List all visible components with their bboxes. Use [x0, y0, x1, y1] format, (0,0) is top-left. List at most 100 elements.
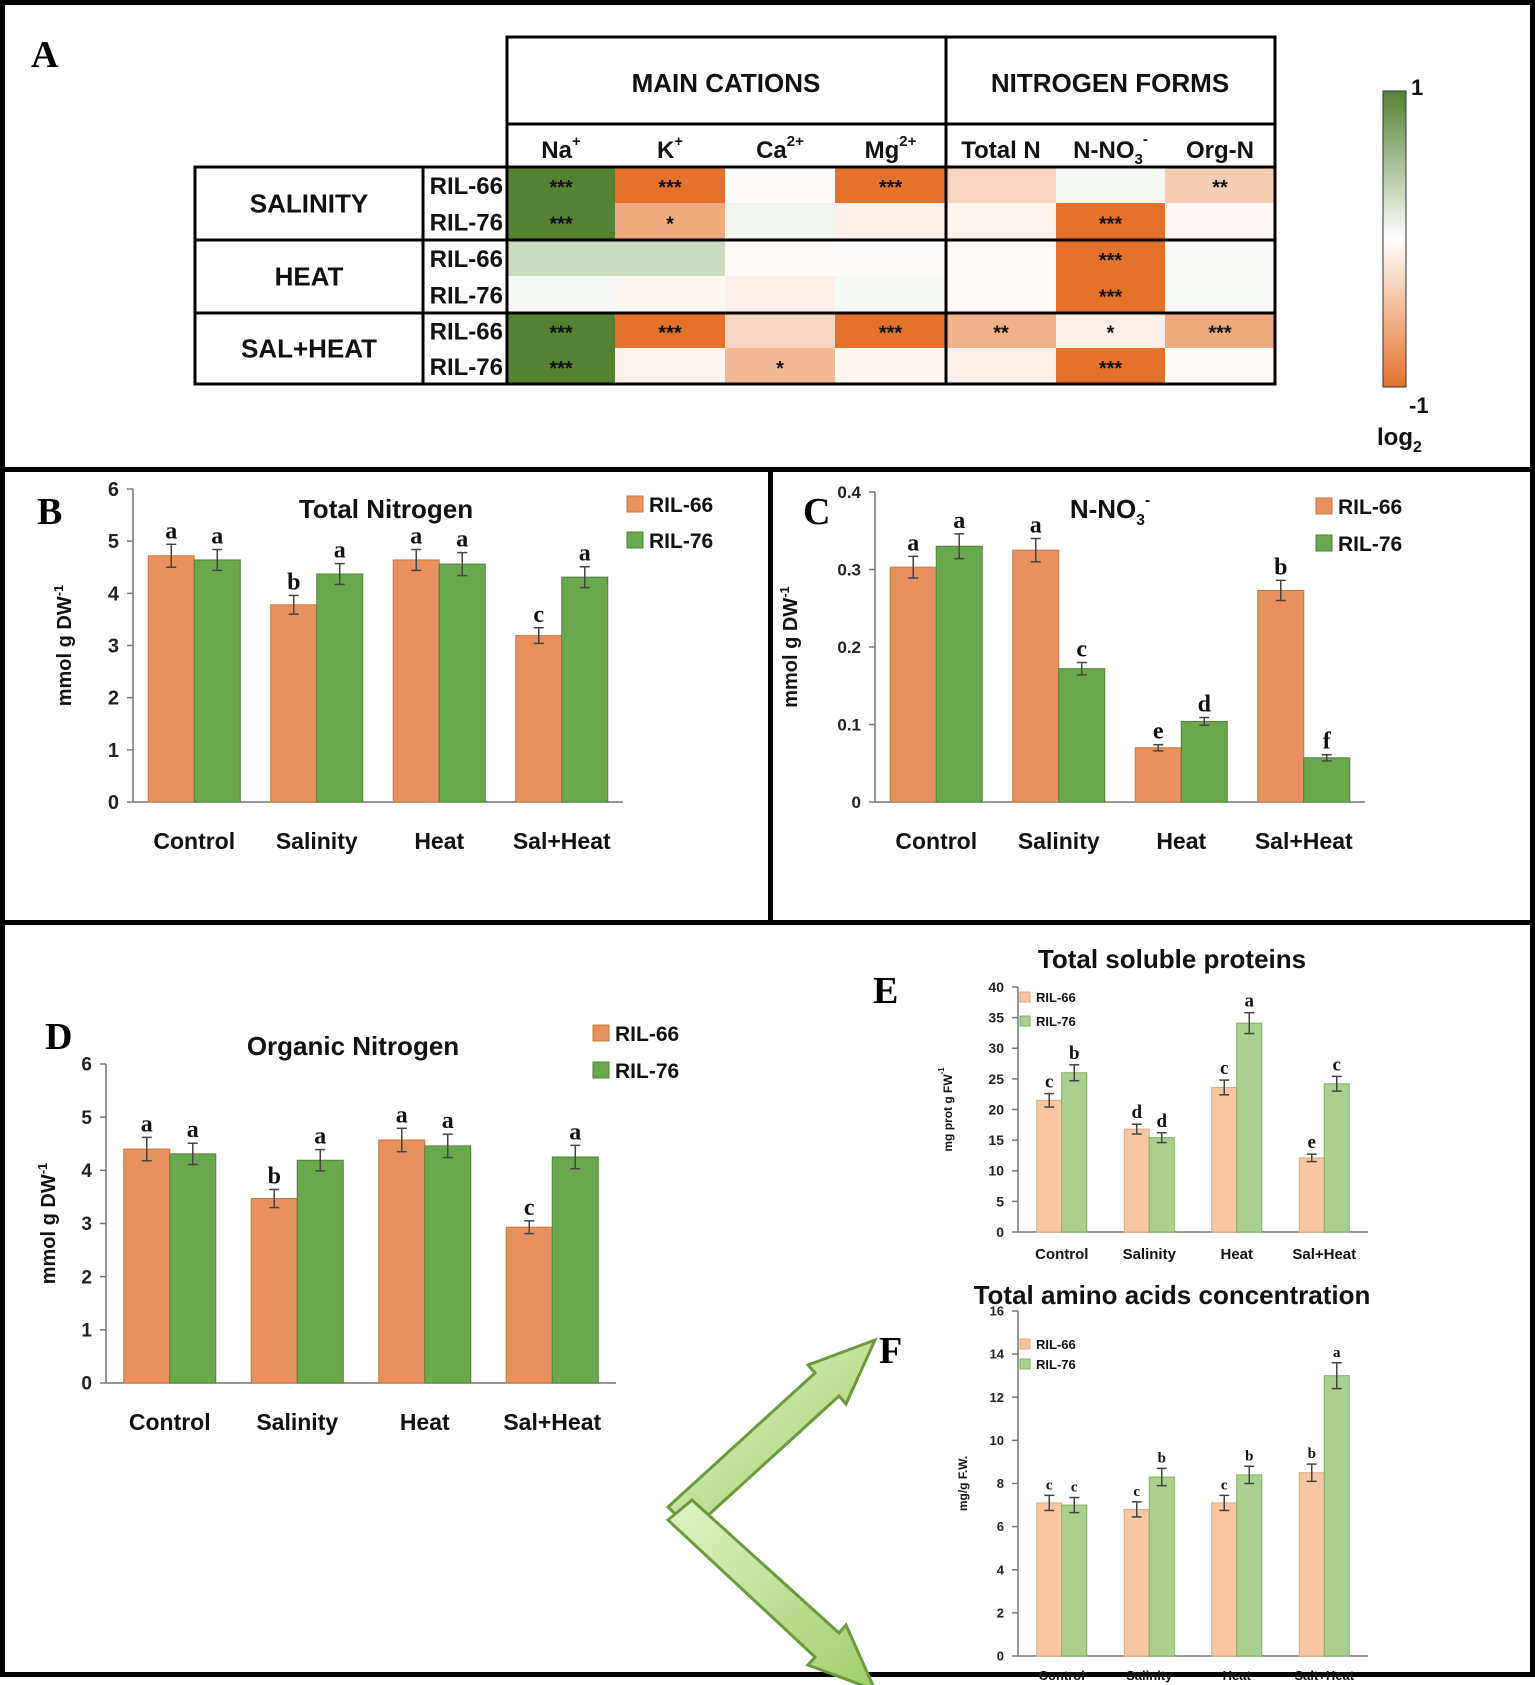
heatmap-cell: [725, 167, 835, 203]
chart-organic-nitrogen: Organic Nitrogen 0 1 2 3 4 5 6 mmol g DW-1 Contro…: [35, 1023, 679, 1435]
column-header: K+: [657, 133, 683, 164]
significance-letter: d: [1198, 692, 1212, 718]
bar-ril-76: [551, 1156, 599, 1384]
line-label: RIL-66: [430, 319, 503, 346]
scale-min: -1: [1409, 393, 1429, 418]
y-tick-label: 2: [997, 1605, 1004, 1620]
significance-stars: ***: [549, 323, 573, 345]
category-label: Salinity: [1018, 828, 1100, 854]
legend-label: RIL-76: [615, 1060, 679, 1083]
category-label: Sal+Heat: [1292, 1246, 1356, 1263]
heatmap-cell: [1165, 276, 1275, 313]
category-label: Sal+Heat: [1255, 828, 1353, 854]
y-tick-label: 14: [990, 1347, 1005, 1362]
bar-ril-66: [1123, 1128, 1150, 1233]
heatmap-cell: [946, 348, 1056, 384]
heatmap-cell: [507, 313, 615, 348]
heatmap-cell: [725, 313, 835, 348]
y-tick-label: 0.1: [837, 715, 861, 734]
y-tick-label: 0: [996, 1224, 1004, 1240]
chart-title: Total soluble proteins: [1038, 944, 1306, 974]
bar-ril-76: [1058, 668, 1106, 803]
significance-letter: a: [141, 1111, 153, 1137]
significance-letter: b: [1069, 1043, 1080, 1064]
significance-letter: b: [1245, 1448, 1253, 1464]
significance-stars: ***: [658, 323, 682, 345]
heatmap-cell: [946, 203, 1056, 240]
heatmap-border: [505, 165, 1277, 386]
y-axis-label: mmol g DW-1: [35, 1163, 60, 1285]
heatmap-cell: [507, 348, 615, 384]
column-header: N-NO3-: [1073, 131, 1148, 168]
bar-ril-66: [505, 1226, 553, 1384]
significance-letter: a: [1245, 991, 1255, 1012]
panel-label-e: E: [873, 970, 899, 1012]
line-label: RIL-76: [430, 210, 503, 237]
heatmap-cell: [725, 276, 835, 313]
heatmap-cell: [1165, 167, 1275, 203]
significance-letter: c: [1221, 1477, 1228, 1493]
bar-ril-66: [1123, 1508, 1150, 1657]
bar-ril-76: [935, 545, 983, 803]
y-tick-label: 12: [990, 1390, 1004, 1405]
panel-label-a: A: [31, 34, 59, 76]
heatmap: *** *** *** ***** * ************ *** *** ** * ****…: [193, 35, 1429, 456]
category-label: Salinity: [1126, 1668, 1173, 1683]
chart-soluble-proteins: Total soluble proteins 0 5 10 15 20 25 30 35 40 mg…: [937, 944, 1368, 1263]
heatmap-cell: [835, 203, 946, 240]
heatmap-cell: [507, 167, 615, 203]
significance-letter: e: [1308, 1132, 1316, 1153]
significance-letter: b: [1308, 1446, 1316, 1462]
y-tick-label: 1: [81, 1320, 92, 1341]
y-tick-label: 2: [108, 688, 119, 710]
bar-ril-76: [1180, 720, 1228, 803]
panel-label-f: F: [879, 1330, 903, 1372]
heatmap-cell: [1165, 313, 1275, 348]
heatmap-cell: [1165, 203, 1275, 240]
chart-title: N-NO3-: [1070, 492, 1150, 529]
category-label: Salinity: [276, 828, 358, 854]
y-tick-label: 6: [108, 479, 119, 501]
y-tick-label: 0: [997, 1649, 1004, 1664]
y-axis-label: mmol g DW-1: [51, 585, 76, 707]
heatmap-cell: [1056, 276, 1165, 313]
significance-stars: ***: [1099, 358, 1123, 380]
panel-c: C N-NO3- 0 0.1 0.2 0.3 0.4 mmol g DW-1 Control a…: [768, 467, 1535, 925]
y-tick-label: 0: [81, 1374, 92, 1395]
line-label: RIL-66: [430, 246, 503, 273]
panel-b: B Total Nitrogen 0 1 2 3 4 5 6 mmol g DW-1 Contro…: [0, 467, 773, 925]
bar-ril-66: [392, 559, 440, 803]
significance-stars: ***: [879, 323, 903, 345]
condition-label: SALINITY: [250, 189, 368, 219]
category-label: Salt+Heat: [1294, 1668, 1354, 1683]
bar-ril-66: [1012, 549, 1060, 803]
significance-stars: ***: [549, 358, 573, 380]
bar-ril-66: [1211, 1086, 1238, 1233]
category-label: Control: [1035, 1246, 1088, 1263]
legend-swatch: [1019, 1338, 1031, 1350]
significance-letter: c: [524, 1195, 535, 1221]
significance-letter: a: [579, 541, 591, 567]
heatmap-cell: [1165, 348, 1275, 384]
heatmap-cell: [725, 240, 835, 276]
panel-def: D E F Organic Nitrogen 0 1 2 3 4 5 6 mmol g DW-1…: [0, 920, 1535, 1685]
group-header-cations: MAIN CATIONS: [632, 68, 821, 98]
significance-letter: a: [953, 508, 965, 534]
panel-label-b: B: [37, 491, 63, 533]
category-label: Heat: [1156, 828, 1206, 854]
bar-ril-66: [1211, 1502, 1238, 1657]
chart-plot-group: Organic Nitrogen 0 1 2 3 4 5 6 mmol g DW-1 Contro…: [35, 1023, 679, 1435]
category-label: Heat: [1223, 1668, 1252, 1683]
legend-label: RIL-76: [649, 530, 713, 553]
heatmap-cell: [835, 313, 946, 348]
y-tick-label: 30: [988, 1040, 1004, 1056]
y-tick-label: 4: [81, 1161, 92, 1182]
legend-label: RIL-76: [1036, 1014, 1076, 1029]
scale-max: 1: [1411, 75, 1423, 100]
arrow-down-icon: [665, 1498, 875, 1685]
y-tick-label: 6: [997, 1519, 1004, 1534]
bar-ril-76: [296, 1159, 344, 1384]
legend-swatch: [592, 1024, 610, 1042]
significance-letter: a: [187, 1117, 199, 1143]
y-tick-label: 4: [108, 583, 120, 605]
